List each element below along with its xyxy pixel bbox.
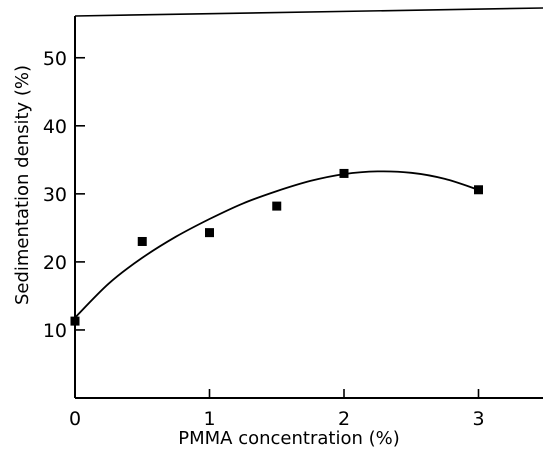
x-ticks	[74, 389, 480, 398]
data-point	[272, 201, 282, 211]
y-tick-label: 40	[43, 116, 67, 138]
y-tick-label: 30	[43, 184, 67, 206]
data-point	[339, 168, 349, 178]
y-axis-title: Sedimentation density (%)	[12, 65, 33, 305]
y-tick-label: 50	[43, 48, 67, 70]
data-points	[70, 168, 483, 326]
data-point	[205, 228, 214, 238]
x-tick-labels: 0 1 2 3	[69, 408, 485, 430]
data-point	[70, 316, 80, 326]
x-tick-label: 3	[472, 408, 484, 430]
y-tick-labels: 10 20 30 40 50	[43, 48, 67, 342]
x-axis-title: PMMA concentration (%)	[178, 428, 399, 449]
data-point	[474, 185, 483, 195]
y-tick-label: 10	[43, 320, 67, 342]
data-point	[137, 236, 147, 246]
x-tick-label: 1	[203, 408, 215, 430]
x-tick-label: 2	[338, 408, 350, 430]
y-ticks	[75, 56, 85, 331]
y-tick-label: 20	[43, 252, 67, 274]
x-tick-label: 0	[69, 408, 81, 430]
plot-area	[74, 7, 543, 399]
top-frame-line	[74, 7, 543, 17]
fit-curve	[74, 170, 479, 319]
